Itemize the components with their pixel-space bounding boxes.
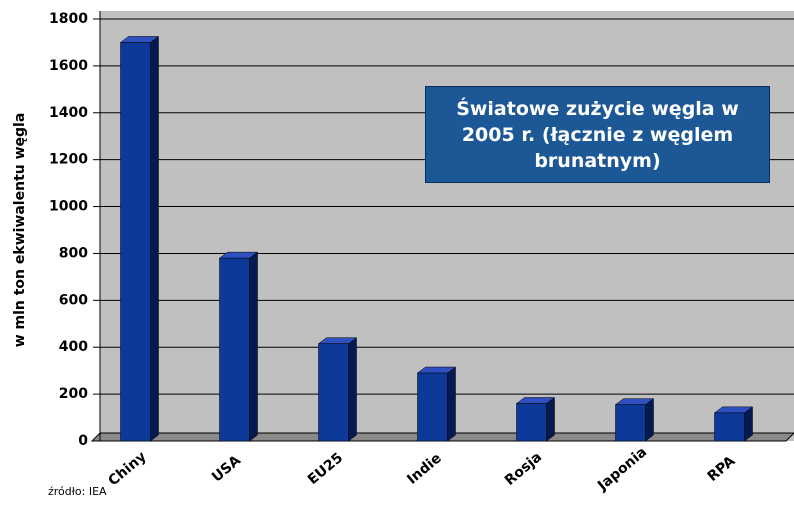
y-tick-label: 800 xyxy=(59,245,88,261)
y-tick-label: 1000 xyxy=(49,199,88,215)
y-tick-label: 1800 xyxy=(49,11,88,27)
y-tick-label: 400 xyxy=(59,339,88,355)
chart-title: Światowe zużycie węgla w 2005 r. (łączni… xyxy=(425,86,770,183)
y-tick-label: 200 xyxy=(59,386,88,402)
x-tick-label: EU25 xyxy=(305,450,346,488)
x-tick-label: Japonia xyxy=(594,444,650,495)
x-tick-label: Chiny xyxy=(105,449,149,490)
bar xyxy=(516,403,547,442)
bar xyxy=(417,372,448,442)
bar xyxy=(615,404,646,442)
bar-side xyxy=(546,396,555,442)
bar xyxy=(318,343,349,442)
source-note: źródło: IEA xyxy=(48,485,107,498)
y-tick-label: 1200 xyxy=(49,152,88,168)
y-axis-label: w mln ton ekwiwalentu węgla xyxy=(12,113,28,348)
y-tick-label: 0 xyxy=(78,433,88,449)
bar xyxy=(120,42,151,442)
bar-side xyxy=(447,366,456,442)
x-tick-label: Indie xyxy=(404,450,445,488)
y-tick-label: 1400 xyxy=(49,105,88,121)
bar xyxy=(714,412,745,442)
bar-side xyxy=(249,251,258,442)
y-tick-label: 1600 xyxy=(49,58,88,74)
x-tick-label: RPA xyxy=(705,453,739,485)
bar-side xyxy=(645,398,654,442)
bar-side xyxy=(348,337,357,442)
y-tick-label: 600 xyxy=(59,292,88,308)
x-tick-label: Rosja xyxy=(502,449,545,489)
bar xyxy=(219,257,250,442)
bar-side xyxy=(150,35,159,442)
x-tick-label: USA xyxy=(209,452,244,485)
